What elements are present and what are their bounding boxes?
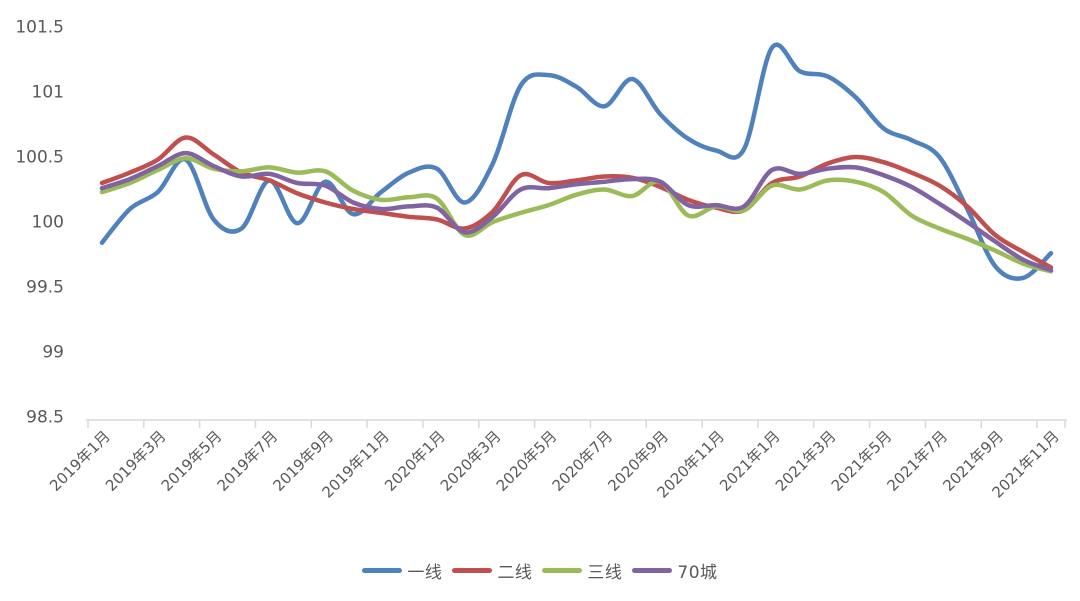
y-axis-label: 101.5 [15,18,64,38]
series-line-tier3 [99,156,1054,274]
y-axis-label: 99.5 [26,278,64,298]
legend-item-tier2: 二线 [452,558,532,583]
legend-item-tier1: 一线 [362,558,442,583]
y-axis-label: 99 [42,343,64,363]
legend-line-70cities-swatch [632,568,673,573]
series-line-tier1 [99,42,1054,281]
y-axis-label: 101 [32,83,64,103]
legend-label-tier3: 三线 [587,563,623,583]
series-line-tier2 [99,135,1054,270]
legend-label-70cities: 70城 [677,563,718,583]
legend: 一线 二线 三线 70城 [0,558,1080,583]
y-axis-label: 98.5 [26,408,64,428]
legend-item-70cities: 70城 [632,558,717,583]
series-line-70cities [99,150,1054,273]
y-axis-label: 100 [32,213,64,233]
legend-line-tier3-swatch [542,568,583,573]
legend-line-tier2-swatch [452,568,493,573]
legend-label-tier2: 二线 [497,563,533,583]
legend-label-tier1: 一线 [407,563,443,583]
legend-line-tier1-swatch [362,568,403,573]
y-axis-label: 100.5 [15,148,64,168]
legend-item-tier3: 三线 [542,558,622,583]
